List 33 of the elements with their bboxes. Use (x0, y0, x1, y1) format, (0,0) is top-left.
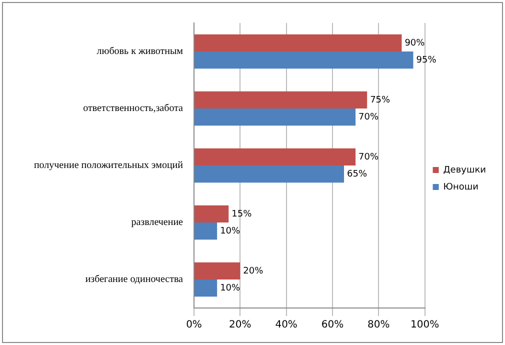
data-label: 65% (347, 169, 368, 180)
bar (194, 280, 218, 297)
x-tick-label: 80% (368, 320, 390, 331)
data-label: 75% (370, 95, 391, 106)
x-tick-label: 60% (321, 320, 344, 331)
data-label: 20% (243, 266, 264, 276)
x-tick-label: 100% (410, 320, 440, 331)
data-label: 70% (358, 112, 379, 122)
bar (194, 262, 240, 280)
y-tick-label: любовь к животным (96, 46, 184, 58)
bar (194, 34, 402, 52)
y-tick-label: получение положительных эмоций (34, 160, 184, 172)
legend-label: Девушки (443, 165, 486, 176)
x-tick-label: 40% (275, 320, 298, 331)
bar (194, 108, 356, 126)
x-tick-label: 0% (186, 320, 202, 331)
y-tick-label: избегание одиночества (85, 274, 184, 286)
data-label: 10% (220, 283, 241, 294)
y-tick-label: ответственность,забота (83, 103, 184, 114)
bar (194, 91, 368, 108)
legend-label: Юноши (443, 182, 479, 192)
y-tick-label: развлечение (131, 217, 184, 228)
data-label: 70% (358, 152, 379, 162)
data-label: 10% (220, 226, 241, 236)
bar (194, 205, 229, 222)
data-label: 95% (416, 55, 437, 66)
bar (194, 52, 414, 69)
bar (194, 222, 218, 240)
x-tick-label: 20% (229, 320, 252, 331)
bar (194, 148, 356, 166)
data-label: 15% (232, 209, 252, 220)
bar (194, 166, 344, 183)
data-label: 90% (404, 38, 426, 48)
